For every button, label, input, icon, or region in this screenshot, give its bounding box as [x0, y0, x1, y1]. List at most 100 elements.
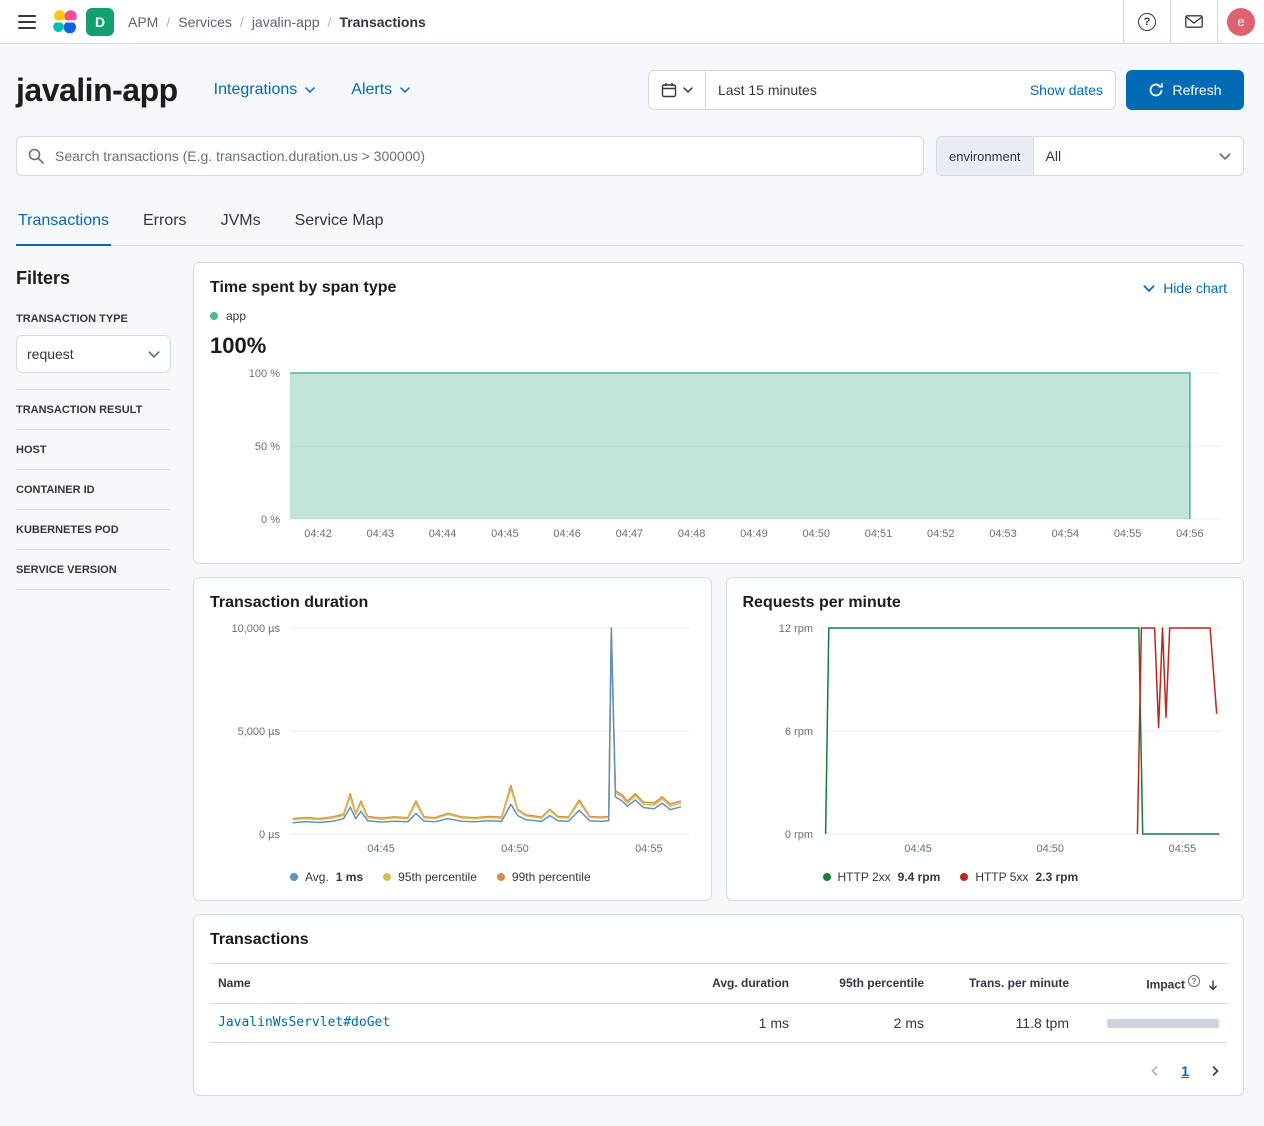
hide-chart-button[interactable]: Hide chart — [1143, 280, 1227, 296]
elastic-logo-icon — [52, 9, 78, 33]
tab-errors[interactable]: Errors — [141, 206, 189, 246]
transactions-table: Name Avg. duration 95th percentile Trans… — [210, 963, 1227, 1043]
filter-section-service-version[interactable]: SERVICE VERSION — [16, 550, 171, 589]
column-header-trans-per-minute[interactable]: Trans. per minute — [932, 963, 1077, 1004]
filter-section-kubernetes-pod[interactable]: KUBERNETES POD — [16, 510, 171, 549]
svg-text:04:47: 04:47 — [616, 528, 644, 540]
legend-99th[interactable]: 99th percentile — [496, 870, 591, 884]
svg-text:50 %: 50 % — [255, 441, 280, 453]
svg-text:04:48: 04:48 — [678, 528, 706, 540]
previous-page-button[interactable] — [1149, 1065, 1161, 1077]
filter-section-transaction-result[interactable]: TRANSACTION RESULT — [16, 390, 171, 429]
legend-avg[interactable]: Avg. 1 ms — [290, 870, 363, 884]
legend-99th-label: 99th percentile — [511, 870, 591, 884]
column-header-95th-percentile[interactable]: 95th percentile — [797, 963, 932, 1004]
impact-info-icon[interactable]: ? — [1188, 975, 1200, 987]
breadcrumb-service-name[interactable]: javalin-app — [251, 13, 320, 30]
span-type-headline: 100% — [210, 333, 267, 358]
requests-per-minute-chart[interactable]: 12 rpm 6 rpm 0 rpm 04:45 04:50 04:55 — [743, 622, 1228, 862]
space-badge[interactable]: D — [86, 7, 114, 36]
alerts-menu-button[interactable]: Alerts — [351, 81, 410, 99]
filter-section-host[interactable]: HOST — [16, 430, 171, 469]
cell-trans-per-minute: 11.8 tpm — [932, 1003, 1077, 1043]
column-header-impact[interactable]: Impact? — [1077, 963, 1227, 1004]
svg-text:04:52: 04:52 — [927, 528, 955, 540]
breadcrumb-separator: / — [327, 13, 332, 30]
refresh-label: Refresh — [1172, 82, 1222, 98]
envelope-icon — [1185, 15, 1203, 28]
environment-value: All — [1045, 148, 1062, 164]
elastic-logo[interactable] — [44, 0, 86, 44]
environment-select[interactable]: environment All — [936, 136, 1244, 176]
breadcrumb-apm[interactable]: APM — [128, 13, 159, 30]
svg-text:04:54: 04:54 — [1052, 528, 1080, 540]
chevron-down-icon — [305, 87, 316, 93]
user-menu-button[interactable]: e — [1217, 0, 1264, 44]
requests-card-title: Requests per minute — [742, 594, 901, 611]
show-dates-button[interactable]: Show dates — [1018, 82, 1115, 98]
breadcrumb-separator: / — [166, 13, 171, 30]
svg-text:04:44: 04:44 — [429, 528, 457, 540]
tab-service-map[interactable]: Service Map — [293, 206, 386, 246]
menu-button[interactable] — [10, 5, 44, 39]
legend-5xx-label: HTTP 5xx — [975, 870, 1029, 884]
chevron-down-icon — [1143, 284, 1155, 292]
svg-text:04:49: 04:49 — [740, 528, 768, 540]
search-transactions-input[interactable] — [16, 136, 924, 176]
span-type-chart[interactable]: 100 % 50 % 0 % 04:42 04:43 04:44 04:45 04:46 04:… — [210, 367, 1227, 547]
filter-section-container-id[interactable]: CONTAINER ID — [16, 470, 171, 509]
refresh-icon — [1150, 83, 1164, 97]
alerts-label: Alerts — [351, 81, 393, 98]
legend-avg-value: 1 ms — [335, 870, 364, 884]
legend-dot-2xx — [822, 873, 831, 881]
sort-descending-icon — [1209, 980, 1217, 991]
svg-text:12 rpm: 12 rpm — [778, 623, 812, 635]
legend-label-app: app — [226, 309, 247, 323]
chevron-left-icon — [1151, 1065, 1158, 1076]
date-picker-calendar-button[interactable] — [649, 71, 706, 109]
service-tabs: Transactions Errors JVMs Service Map — [16, 206, 1244, 246]
newsfeed-button[interactable] — [1170, 0, 1217, 44]
transaction-type-select[interactable]: request — [16, 335, 171, 373]
legend-95th-label: 95th percentile — [398, 870, 477, 884]
chevron-down-icon — [683, 87, 693, 93]
page-1-button[interactable]: 1 — [1181, 1062, 1189, 1079]
legend-http-5xx[interactable]: HTTP 5xx 2.3 rpm — [960, 870, 1078, 884]
transaction-type-value: request — [27, 346, 74, 362]
svg-text:6 rpm: 6 rpm — [784, 726, 812, 738]
legend-avg-label: Avg. — [305, 870, 329, 884]
chevron-right-icon — [1212, 1065, 1219, 1076]
help-menu-button[interactable]: ? — [1123, 0, 1170, 44]
svg-text:04:55: 04:55 — [635, 843, 663, 855]
legend-95th[interactable]: 95th percentile — [383, 870, 477, 884]
column-header-name[interactable]: Name — [210, 963, 657, 1004]
chevron-down-icon — [148, 350, 160, 358]
tab-jvms[interactable]: JVMs — [219, 206, 263, 246]
transaction-name-link[interactable]: JavalinWsServlet#doGet — [210, 1003, 657, 1043]
legend-dot-95th — [383, 873, 392, 881]
column-header-avg-duration[interactable]: Avg. duration — [657, 963, 797, 1004]
span-type-legend[interactable]: app — [210, 309, 1227, 323]
help-icon: ? — [1138, 12, 1156, 31]
svg-text:0 µs: 0 µs — [259, 829, 281, 841]
avatar: e — [1227, 7, 1255, 36]
svg-text:04:50: 04:50 — [1036, 843, 1064, 855]
svg-text:04:55: 04:55 — [1114, 528, 1142, 540]
transaction-type-label: TRANSACTION TYPE — [16, 313, 128, 325]
next-page-button[interactable] — [1209, 1065, 1221, 1077]
svg-text:04:51: 04:51 — [865, 528, 893, 540]
transaction-duration-chart[interactable]: 10,000 µs 5,000 µs 0 µs 04:45 04:50 04:55 — [210, 622, 695, 862]
environment-prepend-label: environment — [937, 137, 1034, 175]
topbar-right-group: ? e — [1123, 0, 1264, 44]
cell-avg-duration: 1 ms — [657, 1003, 797, 1043]
legend-http-2xx[interactable]: HTTP 2xx 9.4 rpm — [822, 870, 940, 884]
breadcrumb-services[interactable]: Services — [178, 13, 232, 30]
breadcrumb-current: Transactions — [339, 13, 426, 30]
page-title: javalin-app — [16, 71, 178, 108]
refresh-button[interactable]: Refresh — [1126, 70, 1244, 110]
time-range-button[interactable]: Last 15 minutes — [706, 82, 1018, 98]
breadcrumb-separator: / — [239, 13, 244, 30]
tab-transactions[interactable]: Transactions — [16, 206, 111, 246]
integrations-menu-button[interactable]: Integrations — [214, 81, 316, 99]
svg-text:04:45: 04:45 — [904, 843, 932, 855]
